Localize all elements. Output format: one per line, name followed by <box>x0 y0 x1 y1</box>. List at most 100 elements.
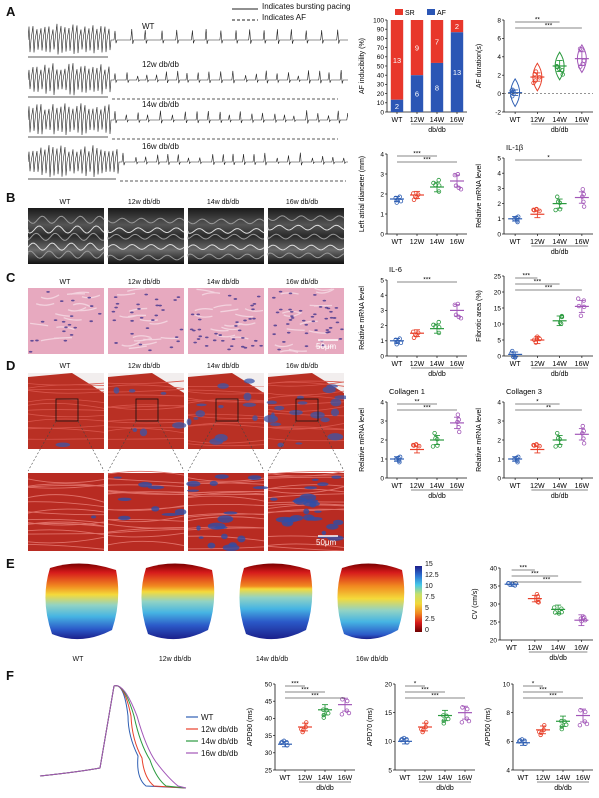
he-nucleus <box>237 329 242 332</box>
masson-collagen <box>217 383 229 389</box>
masson-fiber <box>267 423 345 430</box>
ap-legend-lines <box>186 716 198 754</box>
activation-map <box>239 563 313 640</box>
masson-fiber <box>107 478 185 484</box>
masson-fiber <box>28 529 105 536</box>
y-tick-label: 5 <box>497 337 501 344</box>
he-fiber <box>286 328 305 331</box>
data-point <box>436 177 441 183</box>
masson-fiber <box>187 492 265 498</box>
masson-fiber <box>28 390 105 394</box>
data-point <box>553 444 558 449</box>
x-tick-label: 16W <box>575 239 590 246</box>
data-point <box>536 600 541 605</box>
y-tick-label: 6 <box>506 739 510 746</box>
x-tick-label: 12W <box>530 483 545 490</box>
zoom-box <box>55 398 79 422</box>
ap-legend-16w: 16w db/db <box>201 749 238 758</box>
y-tick-label: 3 <box>497 186 501 193</box>
x-tick-label: WT <box>392 361 404 368</box>
y-axis-label: CV (cm/s) <box>472 588 479 619</box>
chart-left-atrial-diameter: 0 1 2 3 4 Left atrial diameter (mm) WT 12W 14W 16… <box>359 151 467 246</box>
he-nucleus <box>334 306 339 309</box>
y-axis-label: Relative mRNA level <box>359 286 366 350</box>
masson-collagen <box>209 438 224 445</box>
x-tick-label: 14W <box>438 775 453 782</box>
masson-fiber <box>107 490 185 495</box>
data-point <box>345 698 350 704</box>
group-label: db/db <box>551 371 569 378</box>
he-nucleus <box>340 328 344 331</box>
data-point <box>506 581 511 586</box>
masson-collagen <box>297 401 308 405</box>
x-tick-label: 14W <box>430 361 445 368</box>
masson-fiber <box>267 471 345 477</box>
masson-collagen <box>161 512 180 516</box>
echo-wall-trace <box>28 225 105 234</box>
group-label: db/db <box>428 127 446 134</box>
he-fiber <box>220 308 239 313</box>
masson-fiber <box>107 388 185 393</box>
masson-collagen <box>237 535 246 543</box>
x-tick-label: WT <box>518 775 530 782</box>
he-fiber <box>63 317 82 321</box>
he-nucleus <box>61 320 66 323</box>
he-nucleus <box>161 309 165 311</box>
x-tick-label: WT <box>506 645 518 652</box>
colorbar-tick-5: 5 <box>425 605 429 612</box>
masson-collagen <box>207 542 216 549</box>
data-point <box>578 64 583 69</box>
y-tick-label: 0 <box>380 353 384 360</box>
x-tick-label: 16W <box>458 775 473 782</box>
masson-collagen <box>333 519 344 526</box>
he-nucleus <box>169 346 174 349</box>
masson-fiber <box>107 394 185 397</box>
he-nucleus <box>279 308 283 311</box>
data-point <box>466 718 472 724</box>
echo-wall-trace <box>107 254 185 261</box>
he-nucleus <box>174 336 179 339</box>
data-point <box>559 726 564 732</box>
masson-collagen <box>151 506 160 512</box>
he-nucleus <box>197 318 202 321</box>
masson-collagen <box>147 485 165 490</box>
zoom-connector <box>187 420 217 472</box>
masson-fiber <box>187 399 265 404</box>
masson-fiber <box>107 470 185 476</box>
he-nucleus <box>114 306 118 309</box>
x-tick-label: 14W <box>318 775 333 782</box>
he-fiber <box>315 288 335 294</box>
masson-collagen <box>266 400 277 405</box>
x-tick-label: 16W <box>575 117 590 124</box>
sig-label: * <box>532 681 535 688</box>
ap-legend-wt: WT <box>201 713 214 722</box>
he-fiber <box>128 345 147 350</box>
masson-collagen <box>311 478 319 481</box>
colorbar <box>415 566 422 632</box>
data-point <box>534 592 540 597</box>
he-nucleus <box>205 336 209 339</box>
zoom-box <box>295 398 319 422</box>
he-nucleus <box>137 307 141 310</box>
sig-label: ** <box>414 399 420 406</box>
he-fiber <box>194 314 213 318</box>
sig-label: *** <box>549 693 557 700</box>
data-point <box>457 429 462 435</box>
x-tick-label: 16W <box>576 775 591 782</box>
he-fiber <box>314 288 333 291</box>
data-point <box>431 322 436 328</box>
he-fiber <box>66 293 86 295</box>
he-nucleus <box>176 296 181 299</box>
masson-collagen <box>139 428 148 437</box>
masson-fiber <box>107 532 185 538</box>
he-nucleus <box>325 329 330 331</box>
echo-wall-trace <box>28 242 105 251</box>
y-tick-label: 10 <box>494 321 502 328</box>
he-fiber <box>221 326 240 331</box>
bar-sr <box>390 20 404 100</box>
he-nucleus <box>198 335 203 338</box>
echo-images <box>28 208 345 264</box>
y-tick-label: 70 <box>377 45 385 52</box>
he-nucleus <box>272 296 276 299</box>
y-tick-label: 4 <box>497 171 501 178</box>
